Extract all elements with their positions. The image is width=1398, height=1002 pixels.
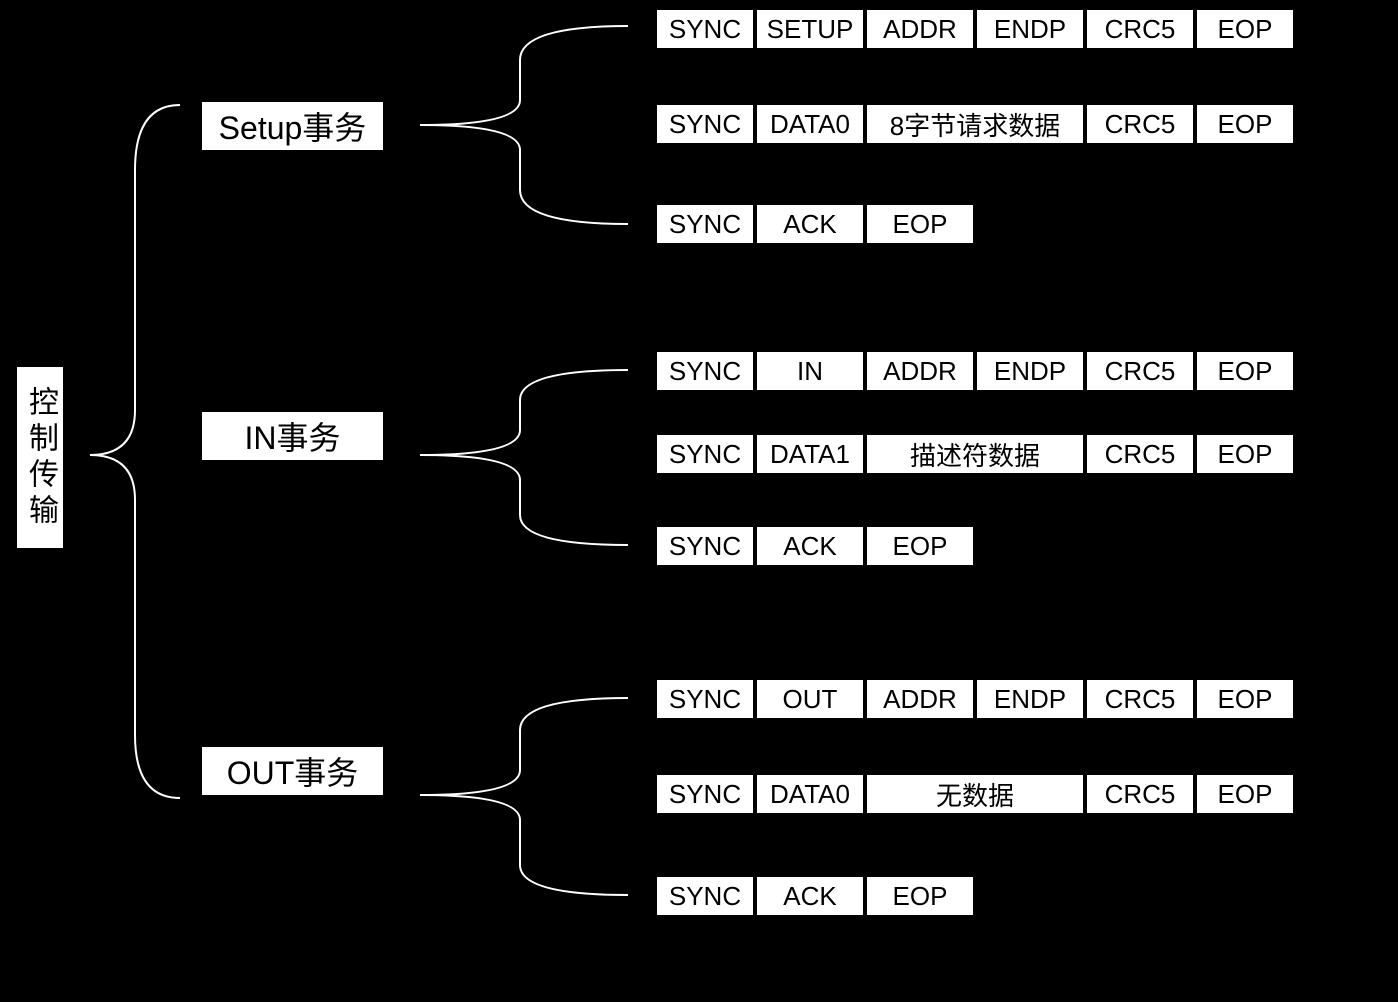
packet-cell: CRC5 bbox=[1085, 103, 1195, 145]
packet-cell: EOP bbox=[1195, 678, 1295, 720]
packet-cell: IN bbox=[755, 350, 865, 392]
packet-cell: EOP bbox=[1195, 350, 1295, 392]
packet-cell: ACK bbox=[755, 525, 865, 567]
packet-cell: EOP bbox=[1195, 103, 1295, 145]
packet-cell: ENDP bbox=[975, 8, 1085, 50]
packet-cell: CRC5 bbox=[1085, 773, 1195, 815]
packet-cell: CRC5 bbox=[1085, 8, 1195, 50]
packet-cell: ADDR bbox=[865, 350, 975, 392]
packet-cell: EOP bbox=[1195, 8, 1295, 50]
packet-cell: DATA0 bbox=[755, 103, 865, 145]
packet-cell: ENDP bbox=[975, 678, 1085, 720]
packet-cell: CRC5 bbox=[1085, 350, 1195, 392]
packet-cell: SYNC bbox=[655, 103, 755, 145]
transaction-label-out: OUT事务 bbox=[200, 745, 385, 797]
transaction-label-in: IN事务 bbox=[200, 410, 385, 462]
packet-cell: SYNC bbox=[655, 433, 755, 475]
packet-cell: SYNC bbox=[655, 875, 755, 917]
packet-cell: EOP bbox=[865, 203, 975, 245]
packet-cell: SYNC bbox=[655, 350, 755, 392]
packet-cell: SYNC bbox=[655, 773, 755, 815]
packet-cell: DATA0 bbox=[755, 773, 865, 815]
main-label: 控制传输 bbox=[15, 365, 65, 550]
packet-cell: 8字节请求数据 bbox=[865, 103, 1085, 145]
packet-cell: ADDR bbox=[865, 8, 975, 50]
packet-cell: SYNC bbox=[655, 678, 755, 720]
packet-cell: EOP bbox=[865, 875, 975, 917]
packet-cell: CRC5 bbox=[1085, 433, 1195, 475]
packet-cell: 描述符数据 bbox=[865, 433, 1085, 475]
packet-cell: SYNC bbox=[655, 203, 755, 245]
packet-cell: 无数据 bbox=[865, 773, 1085, 815]
packet-cell: SYNC bbox=[655, 8, 755, 50]
packet-cell: ACK bbox=[755, 875, 865, 917]
packet-cell: EOP bbox=[1195, 433, 1295, 475]
packet-cell: ENDP bbox=[975, 350, 1085, 392]
packet-cell: SYNC bbox=[655, 525, 755, 567]
packet-cell: DATA1 bbox=[755, 433, 865, 475]
transaction-label-setup: Setup事务 bbox=[200, 100, 385, 152]
packet-cell: OUT bbox=[755, 678, 865, 720]
packet-cell: EOP bbox=[1195, 773, 1295, 815]
packet-cell: SETUP bbox=[755, 8, 865, 50]
packet-cell: EOP bbox=[865, 525, 975, 567]
packet-cell: ACK bbox=[755, 203, 865, 245]
packet-cell: CRC5 bbox=[1085, 678, 1195, 720]
packet-cell: ADDR bbox=[865, 678, 975, 720]
